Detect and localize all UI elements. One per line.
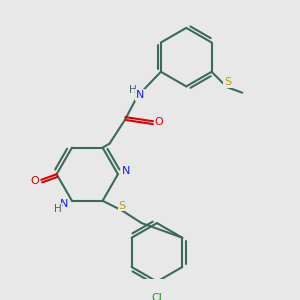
Text: S: S	[224, 77, 231, 87]
Text: S: S	[118, 200, 126, 211]
Text: Cl: Cl	[152, 293, 162, 300]
Text: N: N	[60, 199, 68, 209]
Text: N: N	[136, 90, 144, 100]
Text: O: O	[31, 176, 40, 186]
Text: H: H	[129, 85, 136, 95]
Text: H: H	[54, 204, 61, 214]
Text: O: O	[154, 117, 163, 127]
Text: N: N	[122, 166, 130, 176]
